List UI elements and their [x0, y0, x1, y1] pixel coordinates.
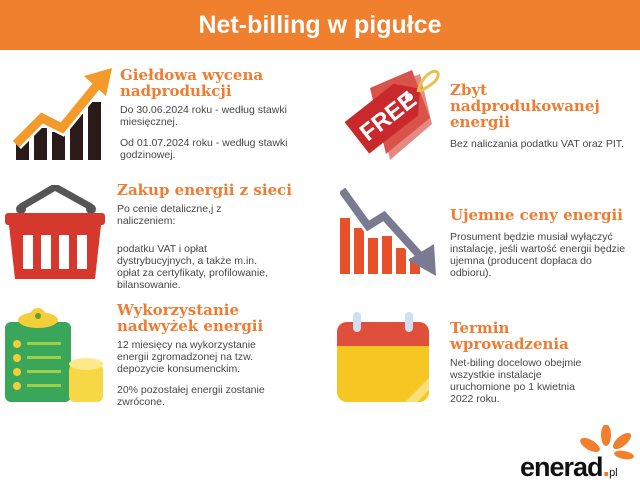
- section-termin: Termin wprowadzenia Net-biling docelowo …: [450, 320, 630, 405]
- section-heading: Wykorzystanie nadwyżek energii: [117, 301, 264, 335]
- section-text: Po cenie detaliczne,j z naliczeniem:: [117, 203, 222, 227]
- calendar-icon: [337, 312, 429, 402]
- section-text: Prosument będzie musiał wyłączyć instala…: [450, 231, 626, 279]
- section-text: podatku VAT i opłat dystrybucyjnych, a t…: [117, 243, 268, 291]
- section-wykorzystanie: Wykorzystanie nadwyżek energii 12 miesię…: [117, 302, 312, 408]
- section-zbyt: Zbyt nadprodukowanej energii Bez nalicza…: [450, 82, 630, 150]
- section-heading: Ujemne ceny energii: [450, 206, 623, 224]
- section-heading: Zakup energii z sieci: [117, 181, 292, 199]
- section-text: Od 01.07.2024 roku - według stawki godzi…: [120, 137, 288, 161]
- header-banner: Net-billing w pigułce: [0, 0, 640, 50]
- enerad-logo: enerad.pl: [520, 425, 638, 487]
- section-ujemne: Ujemne ceny energii Prosument będzie mus…: [450, 207, 630, 279]
- section-boersa: Giełdowa wycena nadprodukcji Do 30.06.20…: [120, 67, 310, 161]
- section-heading: Zbyt nadprodukowanej energii: [450, 81, 600, 131]
- section-text: 12 miesięcy na wykorzystanie energii zgr…: [117, 339, 256, 375]
- rising-chart-icon: [12, 68, 112, 160]
- section-text: Do 30.06.2024 roku - według stawki miesi…: [120, 104, 287, 128]
- section-heading: Giełdowa wycena nadprodukcji: [120, 66, 264, 100]
- page-title: Net-billing w pigułce: [198, 10, 442, 39]
- section-text: 20% pozostałej energii zostanie zwrócone…: [117, 384, 265, 408]
- section-heading: Termin wprowadzenia: [450, 319, 569, 353]
- section-text: Bez naliczania podatku VAT oraz PIT.: [450, 138, 624, 150]
- section-text: Net-biling docelowo obejmie wszystkie in…: [450, 357, 582, 405]
- section-zakup: Zakup energii z sieci Po cenie detaliczn…: [117, 182, 312, 291]
- free-tag-icon: FREE: [344, 69, 440, 160]
- clipboard-coins-icon: [5, 308, 103, 402]
- falling-chart-icon: [340, 188, 436, 276]
- shopping-basket-icon: [5, 185, 105, 279]
- flower-logo-icon: [580, 425, 634, 460]
- logo-text: enerad.pl: [520, 452, 618, 482]
